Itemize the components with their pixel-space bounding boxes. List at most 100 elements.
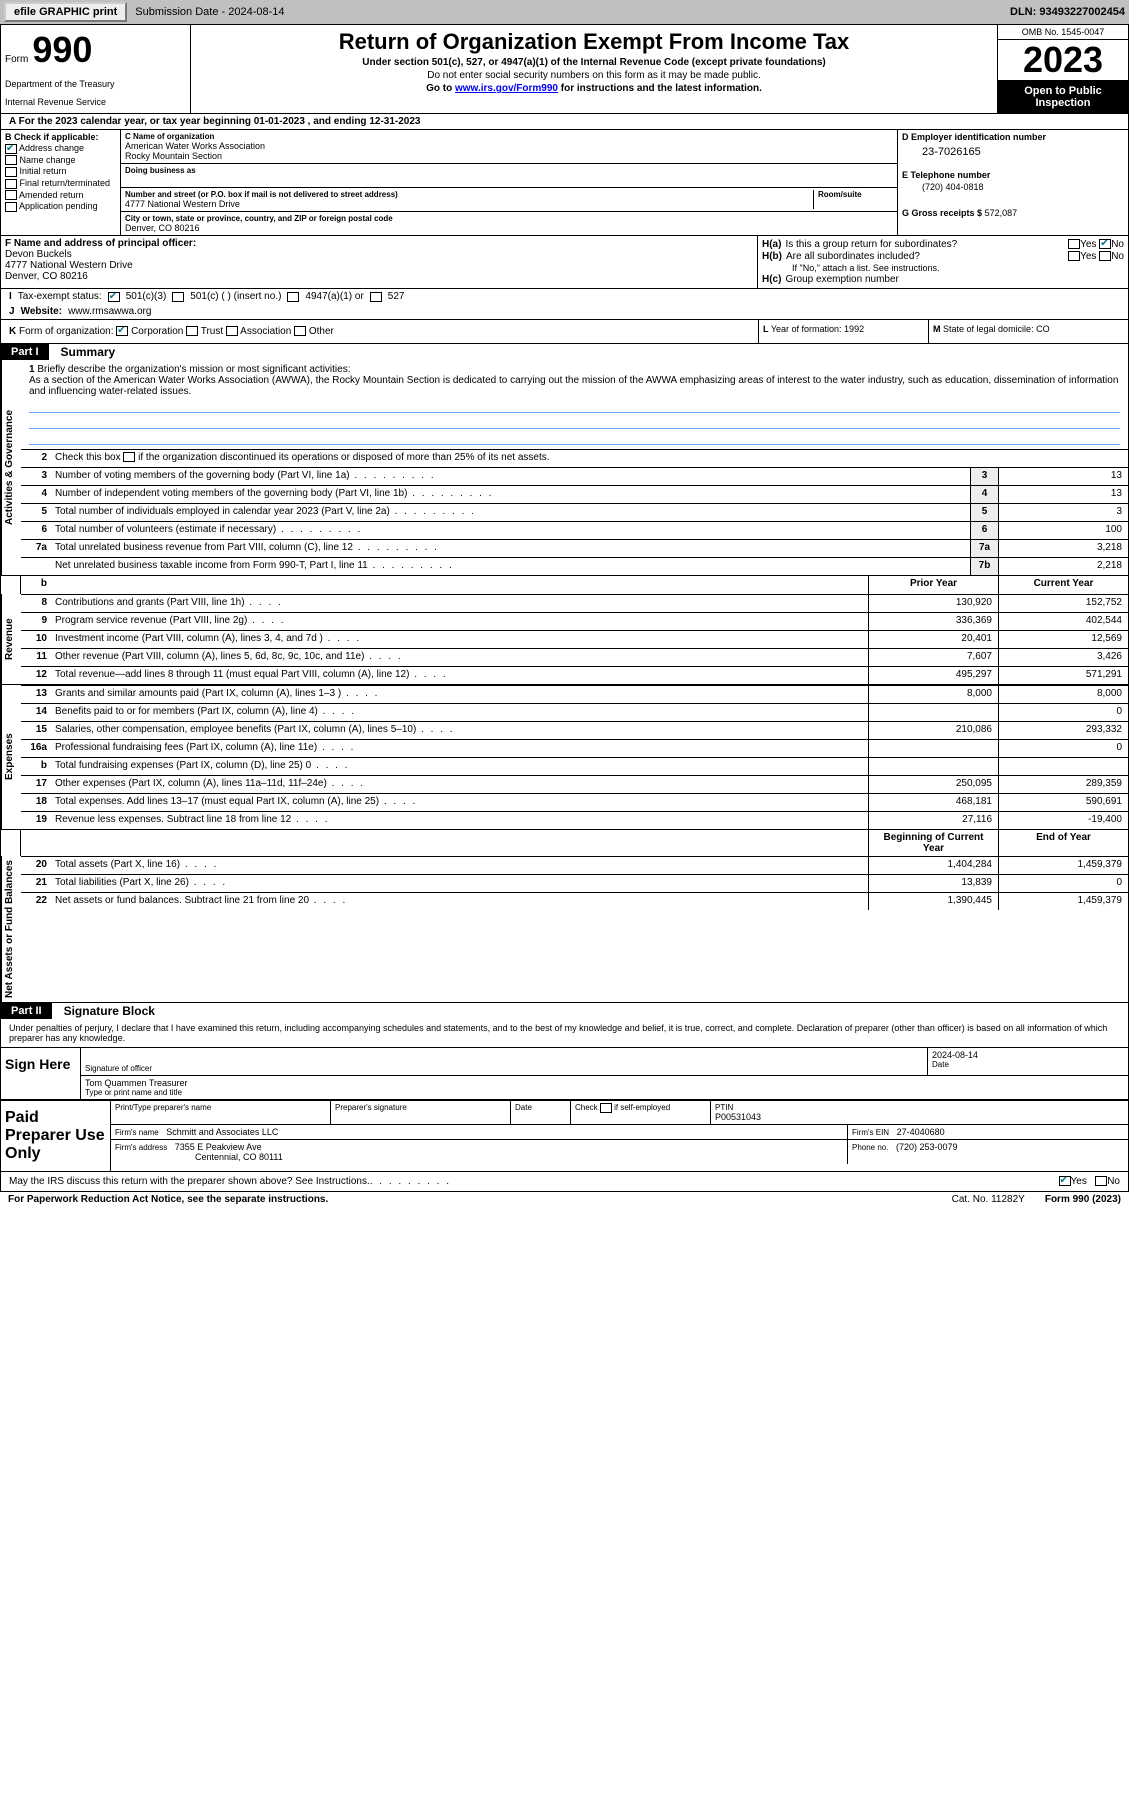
q1-text: Briefly describe the organization's miss… (37, 364, 350, 375)
summary-row: 9 Program service revenue (Part VIII, li… (21, 612, 1128, 630)
officer-name: Devon Buckels (5, 249, 753, 260)
j-label: J (9, 306, 15, 317)
checkbox-icon (1068, 251, 1080, 261)
chk-address[interactable]: Address change (5, 143, 116, 154)
row-value: 100 (998, 522, 1128, 539)
state-domicile: State of legal domicile: CO (943, 324, 1050, 334)
e-phone-label: E Telephone number (902, 170, 990, 180)
row-box: 7b (970, 558, 998, 575)
row-box: 3 (970, 468, 998, 485)
dept-treasury: Department of the Treasury (5, 79, 186, 89)
q2-text: Check this box if the organization disco… (51, 450, 1128, 467)
phone-value: (720) 404-0818 (922, 182, 1124, 192)
row-text: Revenue less expenses. Subtract line 18 … (51, 812, 868, 829)
m-label: M (933, 324, 941, 334)
checkbox-icon (370, 292, 382, 302)
row-value: 13 (998, 468, 1128, 485)
row-num: 17 (21, 776, 51, 793)
website-url: www.rmsawwa.org (68, 306, 151, 317)
current-year-header: Current Year (998, 576, 1128, 594)
ptin-label: PTIN (715, 1103, 1124, 1112)
ssn-note: Do not enter social security numbers on … (199, 70, 989, 81)
chk-initial[interactable]: Initial return (5, 166, 116, 177)
side-netassets: Net Assets or Fund Balances (1, 856, 21, 1002)
tax-status-text: Tax-exempt status: (18, 291, 102, 302)
firm-phone-label: Phone no. (852, 1143, 888, 1152)
chk-application[interactable]: Application pending (5, 201, 116, 212)
summary-row: 21 Total liabilities (Part X, line 26) 1… (21, 874, 1128, 892)
chk-final[interactable]: Final return/terminated (5, 178, 116, 189)
irs-link[interactable]: www.irs.gov/Form990 (455, 83, 558, 94)
prior-value: 250,095 (868, 776, 998, 793)
row-num: 14 (21, 704, 51, 721)
hb-text: Are all subordinates included? (786, 251, 920, 262)
row-text: Investment income (Part VIII, column (A)… (51, 631, 868, 648)
row-text: Total revenue—add lines 8 through 11 (mu… (51, 667, 868, 684)
row-num: 8 (21, 595, 51, 612)
firm-addr2: Centennial, CO 80111 (195, 1152, 283, 1162)
c-name-label: C Name of organization (125, 132, 893, 141)
current-value: 289,359 (998, 776, 1128, 793)
org-name-1: American Water Works Association (125, 141, 893, 151)
ha-label: H(a) (762, 239, 781, 250)
checkbox-icon (5, 167, 17, 177)
chk-amended[interactable]: Amended return (5, 190, 116, 201)
row-num: 18 (21, 794, 51, 811)
checkbox-icon (5, 190, 17, 200)
current-value: 590,691 (998, 794, 1128, 811)
row-text: Total unrelated business revenue from Pa… (51, 540, 970, 557)
room-label: Room/suite (818, 190, 893, 199)
type-name-label: Type or print name and title (85, 1088, 1124, 1097)
efile-print-button[interactable]: efile GRAPHIC print (4, 2, 127, 22)
side-revenue: Revenue (1, 594, 21, 684)
q1-num: 1 (29, 364, 35, 375)
checkbox-icon (5, 202, 17, 212)
cat-number: Cat. No. 11282Y (952, 1194, 1025, 1205)
line-a-period: A For the 2023 calendar year, or tax yea… (1, 114, 1128, 129)
summary-row: 15 Salaries, other compensation, employe… (21, 721, 1128, 739)
ptin-value: P00531043 (715, 1112, 1124, 1122)
row-num: 5 (21, 504, 51, 521)
current-value: 0 (998, 704, 1128, 721)
chk-name[interactable]: Name change (5, 155, 116, 166)
row-num: 9 (21, 613, 51, 630)
current-value: -19,400 (998, 812, 1128, 829)
row-num: 15 (21, 722, 51, 739)
prior-value: 20,401 (868, 631, 998, 648)
row-value: 3 (998, 504, 1128, 521)
i-label: I (9, 291, 12, 302)
current-value: 8,000 (998, 686, 1128, 703)
dln: DLN: 93493227002454 (1010, 6, 1125, 18)
row-value: 2,218 (998, 558, 1128, 575)
firm-phone: (720) 253-0079 (896, 1142, 958, 1152)
officer-addr: 4777 National Western Drive (5, 260, 753, 271)
website-text: Website: (21, 306, 63, 317)
k-label: K (9, 326, 16, 337)
current-value: 152,752 (998, 595, 1128, 612)
part2-title: Signature Block (64, 1004, 155, 1018)
row-num: 6 (21, 522, 51, 539)
row-num: b (21, 758, 51, 775)
row-num: 20 (21, 857, 51, 874)
prior-value: 7,607 (868, 649, 998, 666)
q2-num: 2 (21, 450, 51, 467)
org-city: Denver, CO 80216 (125, 223, 893, 233)
row-num: 10 (21, 631, 51, 648)
summary-row: 22 Net assets or fund balances. Subtract… (21, 892, 1128, 910)
sig-date-value: 2024-08-14 (932, 1050, 1124, 1060)
current-value: 571,291 (998, 667, 1128, 684)
row-text: Contributions and grants (Part VIII, lin… (51, 595, 868, 612)
checkbox-icon (172, 292, 184, 302)
part1-num: Part I (1, 344, 49, 360)
side-expenses: Expenses (1, 685, 21, 829)
row-num: 22 (21, 893, 51, 910)
row-num: 7a (21, 540, 51, 557)
part1-title: Summary (61, 345, 116, 359)
end-year-header: End of Year (998, 830, 1128, 856)
checkbox-icon (5, 179, 17, 189)
checkbox-icon (287, 292, 299, 302)
summary-row: b Total fundraising expenses (Part IX, c… (21, 757, 1128, 775)
row-num (21, 558, 51, 575)
row-num: 21 (21, 875, 51, 892)
blank-line (29, 399, 1120, 413)
